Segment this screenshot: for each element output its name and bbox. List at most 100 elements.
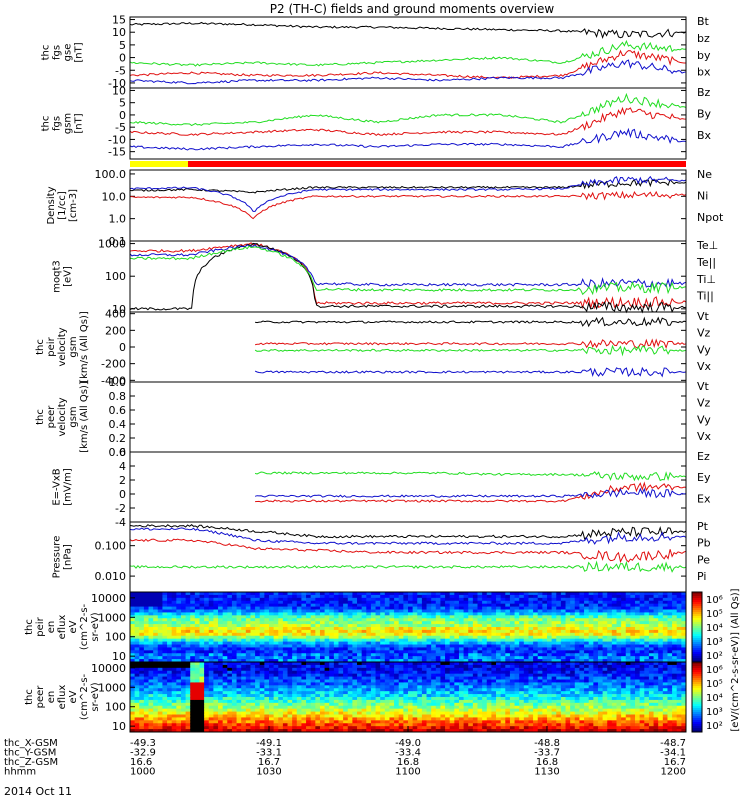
spectrogram-cell [245,612,251,616]
spectrogram-cell [533,621,539,625]
spectrogram-cell [523,627,529,631]
spectrogram-cell [398,711,404,715]
spectrogram-cell [208,656,214,660]
spectrogram-cell [213,673,219,678]
spectrogram-cell [310,638,316,643]
spectrogram-cell [417,641,423,645]
spectrogram-cell [278,694,284,698]
spectrogram-cell [208,594,214,599]
spectrogram-cell [357,694,363,698]
spectrogram-cell [176,612,182,616]
spectrogram-cell [301,647,307,651]
ylabel-line: gsm [63,113,74,134]
spectrogram-cell [292,685,298,689]
spectrogram-cell [621,656,627,660]
spectrogram-cell [134,653,140,657]
spectrogram-cell [458,609,465,613]
spectrogram-cell [204,723,210,727]
spectrogram-cell [282,679,289,683]
spectrogram-cell [222,682,228,686]
spectrogram-cell [250,659,256,663]
spectrogram-cell [273,688,279,692]
spectrogram-cell [431,621,437,625]
spectrogram-cell [301,618,307,622]
spectrogram-cell [667,609,673,613]
spectrogram-cell [593,600,599,605]
spectrogram-cell [204,714,210,718]
spectrogram-cell [445,600,451,605]
spectrogram-cell [412,627,418,631]
spectrogram-cell [273,650,279,654]
spectrogram-cell [218,717,224,721]
spectrogram-cell [157,685,163,689]
spectrogram-cell [287,720,293,724]
spectrogram-cell [324,691,330,695]
spectrogram-cell [463,685,469,689]
spectrogram-cell [584,644,590,648]
spectrogram-cell [213,621,219,625]
spectrogram-cell [134,615,140,619]
spectrogram-cell [208,667,214,672]
spectrogram-cell [681,615,687,619]
spectrogram-cell [134,685,140,689]
spectrogram-cell [333,662,339,666]
spectrogram-cell [570,647,576,651]
spectrogram-cell [162,659,168,663]
spectrogram-cell [343,609,349,613]
spectrogram-cell [236,708,242,713]
spectrogram-cell [486,664,492,669]
spectrogram-cell [231,682,238,686]
spectrogram-cell [185,662,191,666]
spectrogram-cell [477,726,483,730]
spectrogram-cell [227,647,233,651]
spectrogram-cell [301,676,307,680]
spectrogram-cell [347,676,353,680]
spectrogram-cell [602,603,608,608]
spectrogram-cell [292,650,298,654]
spectrogram-cell [199,714,205,718]
spectrogram-cell [477,679,483,683]
spectrogram-cell [231,653,238,657]
spectrogram-cell [593,606,599,610]
spectrogram-cell [384,676,390,680]
spectrogram-cell [440,600,446,605]
spectrogram-cell [259,612,265,616]
spectrogram-cell [278,603,284,608]
spectrogram-cell [639,647,645,651]
spectrogram-cell [153,650,159,654]
spectrogram-cell [199,664,205,669]
spectrogram-cell [352,629,358,634]
spectrogram-cell [384,650,390,654]
spectrogram-cell [204,594,210,599]
spectrogram-cell [440,615,446,619]
spectrogram-cell [255,618,261,622]
spectrogram-cell [130,673,136,678]
spectrogram-cell [375,592,381,596]
spectrogram-cell [551,597,557,602]
spectrogram-cell [426,729,432,733]
spectrogram-cell [662,624,668,628]
spectrogram-cell [361,632,367,637]
spectrogram-cell [625,653,631,657]
spectrogram-cell [384,612,390,616]
spectrogram-cell [574,647,580,651]
spectrogram-cell [352,592,358,596]
spectrogram-cell [157,691,163,695]
spectrogram-cell [343,711,349,715]
spectrogram-cell [445,673,451,678]
spectrogram-cell [551,592,557,596]
spectrogram-cell [157,627,163,631]
spectrogram-cell [139,729,145,733]
spectrogram-cell [143,688,150,692]
spectrogram-cell [292,662,298,666]
spectrogram-cell [584,624,590,628]
spectrogram-cell [500,650,506,654]
spectrogram-cell [310,629,316,634]
spectrogram-cell [611,629,617,634]
spectrogram-cell [505,638,511,643]
spectrogram-cell [621,597,627,602]
spectrogram-cell [482,667,488,672]
spectrogram-cell [542,624,548,628]
spectrogram-cell [282,624,289,628]
spectrogram-cell [472,650,478,654]
